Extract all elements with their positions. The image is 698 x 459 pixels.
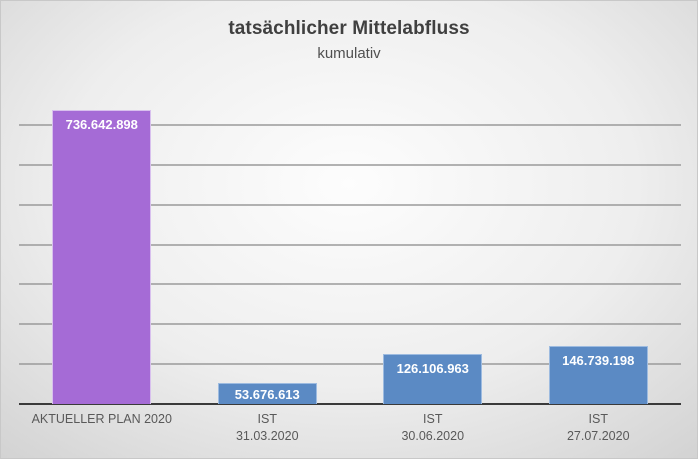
bar-2: 126.106.963 xyxy=(383,353,483,404)
bar-1: 53.676.613 xyxy=(217,382,317,404)
x-axis-labels: AKTUELLER PLAN 2020 IST 31.03.2020 IST 30.06… xyxy=(19,411,681,456)
gridline xyxy=(19,203,681,206)
gridline xyxy=(19,243,681,246)
bar-value-label: 53.676.613 xyxy=(234,386,300,402)
chart-subtitle: kumulativ xyxy=(317,45,381,62)
gridline xyxy=(19,283,681,286)
bar-3: 146.739.198 xyxy=(548,345,648,404)
x-axis-label: IST 27.07.2020 xyxy=(566,412,630,443)
x-axis-line xyxy=(19,403,681,405)
x-axis-label: AKTUELLER PLAN 2020 xyxy=(31,412,172,426)
gridline xyxy=(19,163,681,166)
plot-area: 736.642.898 53.676.613 126.106.963 146.739.… xyxy=(19,85,681,405)
chart-title: tatsächlicher Mittelabfluss xyxy=(228,18,470,39)
x-axis-label: IST 31.03.2020 xyxy=(235,412,299,443)
bar-value-label: 736.642.898 xyxy=(65,117,138,133)
bar-0: 736.642.898 xyxy=(52,110,152,404)
gridline xyxy=(19,363,681,366)
bar-value-label: 146.739.198 xyxy=(562,352,635,368)
gridline xyxy=(19,123,681,126)
x-axis-label: IST 30.06.2020 xyxy=(401,412,465,443)
bar-value-label: 126.106.963 xyxy=(396,360,469,376)
gridline xyxy=(19,323,681,326)
